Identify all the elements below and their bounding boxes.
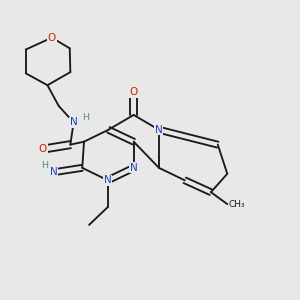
Text: N: N: [70, 117, 77, 128]
Text: H: H: [41, 161, 48, 170]
Text: CH₃: CH₃: [229, 200, 245, 208]
Text: N: N: [155, 125, 163, 135]
Text: H: H: [82, 113, 89, 122]
Text: O: O: [39, 144, 47, 154]
Text: O: O: [48, 33, 56, 43]
Text: N: N: [50, 167, 57, 177]
Text: N: N: [130, 163, 137, 173]
Text: N: N: [104, 175, 112, 185]
Text: O: O: [130, 87, 138, 97]
